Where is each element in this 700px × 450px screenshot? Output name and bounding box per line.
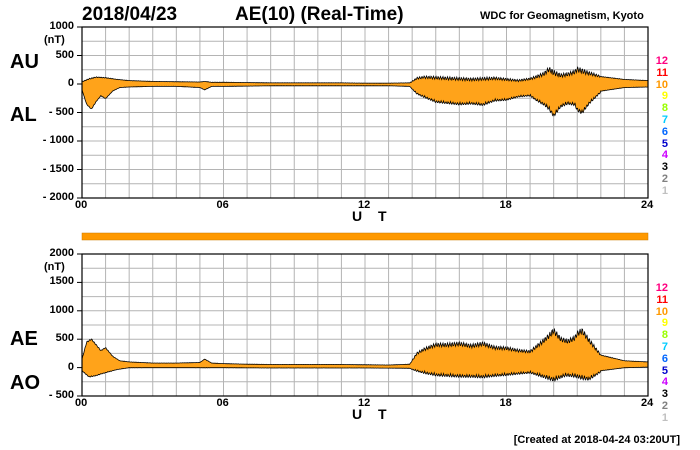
data-availability-bar — [81, 232, 649, 241]
level-scale-label: 6 — [661, 352, 668, 365]
series-fill-ae-ao — [82, 328, 648, 381]
series-line-ao — [81, 366, 648, 382]
level-scale-label: 2 — [661, 173, 668, 185]
al-label: AL — [10, 104, 37, 126]
date-label: 2018/04/23 — [82, 4, 178, 25]
y-tick-label: 500 — [55, 332, 74, 345]
level-scale-label: 7 — [661, 114, 668, 126]
level-scale-label: 6 — [661, 125, 668, 138]
ae-label: AE — [10, 328, 38, 350]
y-tick-label: - 1000 — [42, 134, 74, 146]
level-scale-label: 3 — [661, 161, 668, 174]
level-scale-label: 10 — [655, 305, 668, 318]
x-tick-label: 06 — [216, 397, 229, 409]
x-tick-label: 18 — [499, 397, 512, 409]
y-tick-label: 500 — [55, 48, 74, 61]
top-x-axis-title: U T — [352, 208, 393, 224]
x-tick-label: 24 — [641, 397, 654, 409]
level-scale-label: 8 — [661, 329, 668, 342]
level-scale-label: 8 — [661, 102, 668, 115]
au-label: AU — [10, 51, 39, 73]
x-tick-label: 00 — [75, 397, 88, 409]
level-scale-label: 4 — [661, 376, 668, 389]
y-tick-label: - 1500 — [42, 162, 74, 175]
bottom-unit-label: (nT) — [44, 261, 65, 273]
source-label: WDC for Geomagnetism, Kyoto — [480, 10, 644, 22]
bottom-x-axis-title: U T — [352, 406, 393, 422]
level-scale-label: 11 — [656, 293, 668, 306]
panel-frame — [81, 253, 649, 397]
level-scale-label: 4 — [661, 149, 668, 162]
series-line-al — [81, 85, 649, 117]
ao-label: AO — [10, 372, 40, 394]
created-timestamp: [Created at 2018-04-24 03:20UT] — [513, 434, 680, 446]
series-fill-au-al — [82, 66, 648, 116]
level-scale-label: 9 — [661, 317, 668, 330]
level-scale-label: 7 — [661, 341, 668, 353]
y-tick-label: - 2000 — [42, 191, 74, 203]
level-scale-label: 11 — [656, 66, 668, 79]
level-scale-label: 5 — [661, 137, 668, 150]
y-tick-label: 1500 — [49, 275, 74, 288]
series-line-au — [81, 66, 649, 84]
series-line-ae — [81, 328, 649, 366]
x-tick-label: 12 — [358, 397, 371, 409]
level-scale-label: 2 — [661, 400, 668, 412]
y-tick-label: - 500 — [48, 389, 74, 401]
x-tick-label: 18 — [499, 199, 512, 211]
x-tick-label: 12 — [358, 199, 371, 211]
level-scale-label: 12 — [655, 55, 668, 67]
y-tick-label: 1000 — [49, 303, 74, 316]
chart-title: AE(10) (Real-Time) — [235, 4, 404, 25]
y-tick-label: - 500 — [48, 105, 74, 118]
level-scale-label: 9 — [661, 90, 668, 103]
level-scale-label: 1 — [661, 184, 668, 197]
level-scale-label: 5 — [661, 364, 668, 377]
x-tick-label: 00 — [75, 199, 88, 211]
level-scale-label: 12 — [655, 282, 668, 294]
y-tick-label: 0 — [67, 77, 74, 89]
level-scale-label: 3 — [661, 388, 668, 401]
y-tick-label: 0 — [67, 360, 74, 373]
level-scale-label: 1 — [661, 411, 668, 424]
x-tick-label: 06 — [216, 199, 229, 211]
x-tick-label: 24 — [641, 199, 654, 211]
level-scale-label: 10 — [655, 78, 668, 91]
y-tick-label: 1000 — [49, 20, 74, 32]
y-tick-label: 2000 — [49, 247, 74, 259]
top-unit-label: (nT) — [44, 34, 65, 46]
